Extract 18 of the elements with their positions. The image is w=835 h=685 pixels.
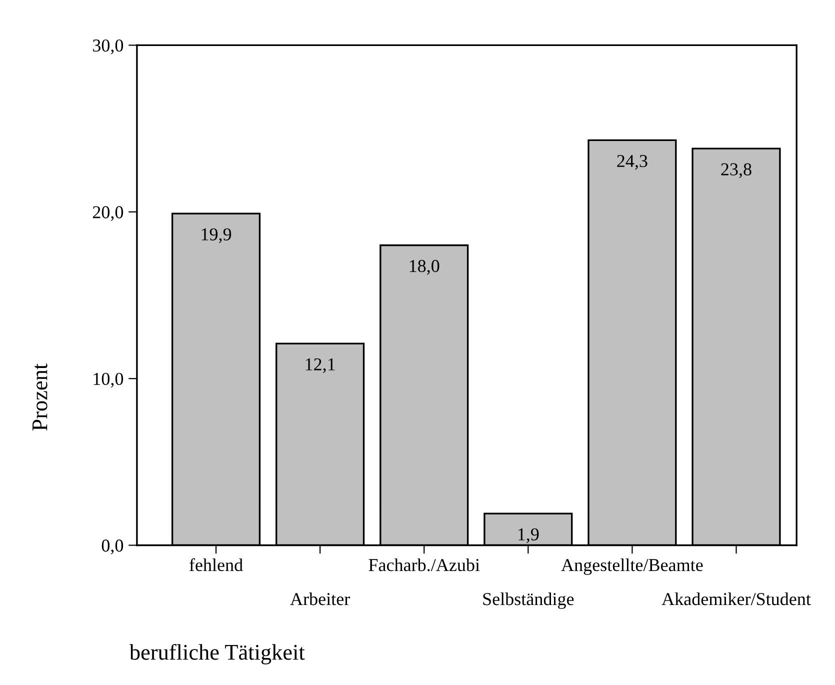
y-tick-label: 30,0 (93, 39, 124, 54)
x-tick-label: Selbständige (483, 592, 574, 609)
y-tick-label: 10,0 (94, 372, 124, 388)
x-axis-title: berufliche Tätigkeit (129, 644, 305, 664)
data-label: 12,1 (306, 358, 335, 374)
data-label: 1,9 (518, 528, 539, 544)
data-label: 24,3 (617, 154, 648, 170)
x-tick-label: Facharb./Azubi (368, 558, 480, 572)
x-tick-label: Akademiker/Student (662, 592, 811, 606)
y-tick-label: 0,0 (102, 540, 124, 554)
y-tick-label: 20,0 (92, 206, 124, 221)
data-label: 19,9 (202, 228, 232, 244)
x-tick-label: Arbeiter (290, 592, 350, 606)
x-tick-label: fehlend (190, 558, 243, 572)
y-axis-title: Prozent (32, 363, 48, 431)
data-label: 23,8 (721, 163, 752, 178)
x-tick-label: Angestellte/Beamte (561, 558, 703, 575)
data-label: 18,0 (410, 260, 440, 275)
